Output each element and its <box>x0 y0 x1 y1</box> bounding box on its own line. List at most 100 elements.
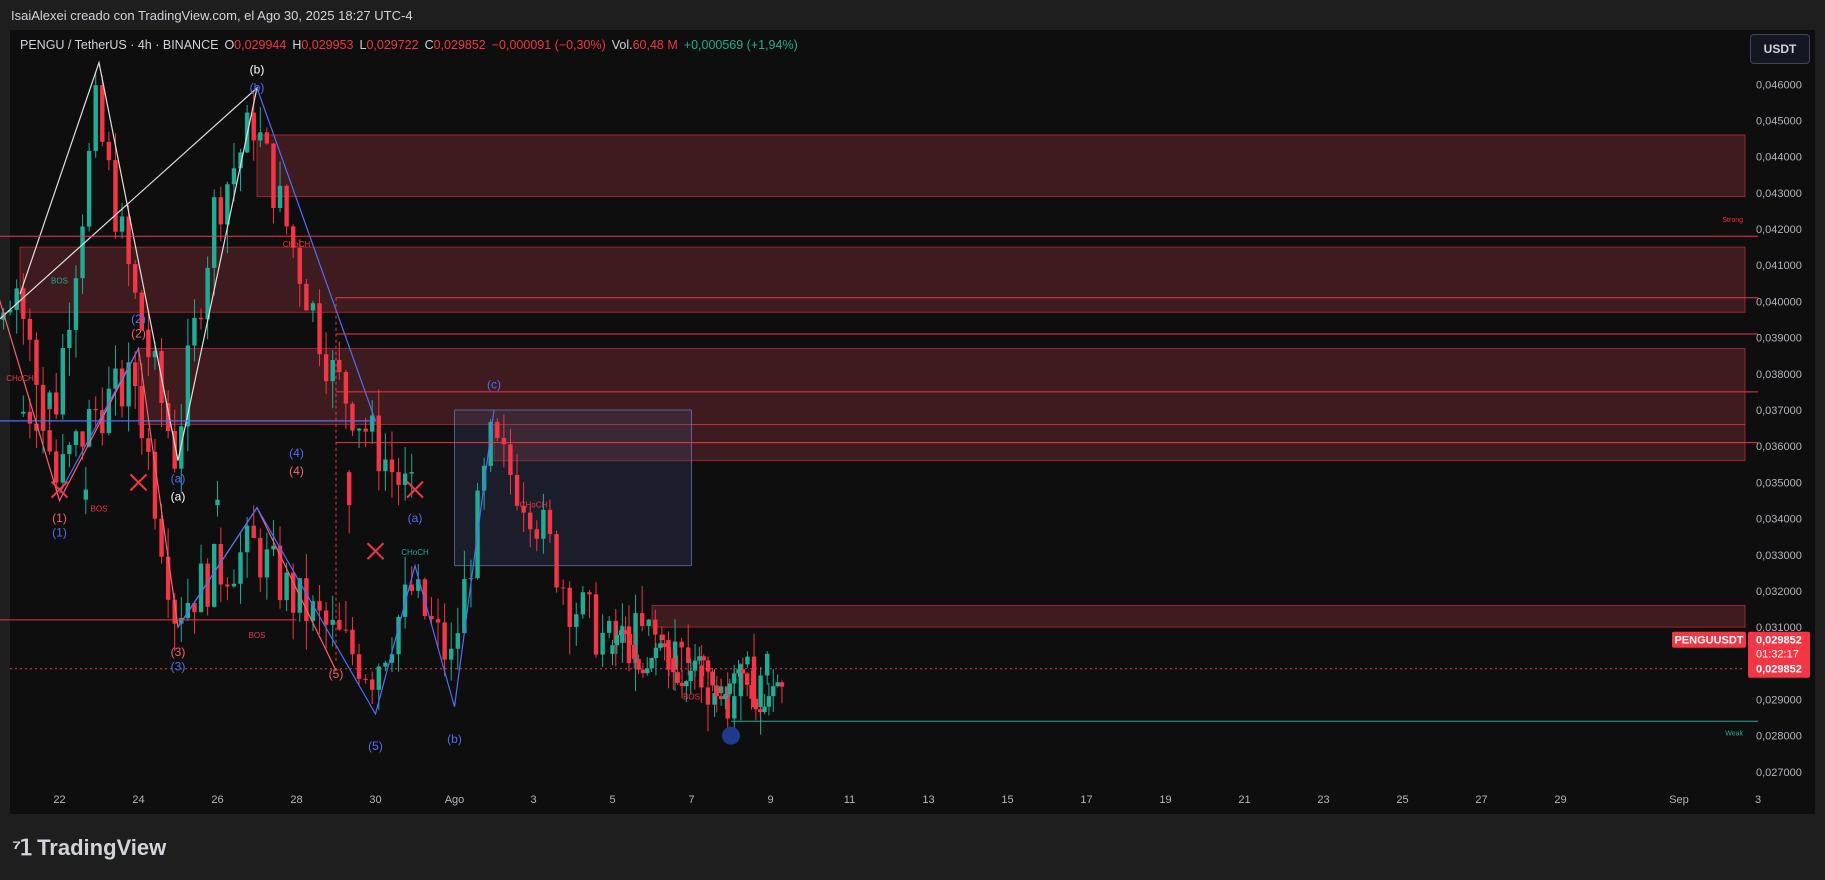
candle-body <box>495 421 500 438</box>
candle-body <box>205 563 210 607</box>
candle-body <box>93 85 98 151</box>
candle-body <box>271 545 276 550</box>
brand-name: TradingView <box>37 835 167 860</box>
candle-body <box>600 632 605 655</box>
candle-body <box>688 670 693 682</box>
candle-body <box>291 226 296 248</box>
x-tick-label: 11 <box>844 794 855 806</box>
candle-body <box>60 347 65 415</box>
chart-pane[interactable] <box>10 30 1815 814</box>
close-label: C <box>424 38 434 52</box>
choch-label: CHoCH <box>401 548 429 557</box>
y-tick-label: 0,046000 <box>1756 79 1802 91</box>
candle-body <box>429 616 434 620</box>
candle-body <box>771 686 776 697</box>
candle-body <box>528 512 533 530</box>
candle-body <box>54 392 59 415</box>
candle-body <box>697 656 702 661</box>
candle-body <box>383 459 388 472</box>
candle-body <box>727 683 733 694</box>
x-tick-label: 28 <box>290 794 302 806</box>
price-badge-price: 0,029852 <box>1756 635 1802 647</box>
candle-body <box>376 666 381 690</box>
candle-body <box>389 654 395 663</box>
candle-body <box>146 329 151 358</box>
candle-body <box>618 630 624 636</box>
candle-body <box>218 197 223 225</box>
candle-body <box>198 317 204 320</box>
x-tick-label: Ago <box>445 794 465 806</box>
candle-body <box>113 160 118 232</box>
candle-body <box>610 645 615 654</box>
candle-body <box>409 584 414 591</box>
candle-body <box>277 185 283 209</box>
candle-body <box>376 415 381 472</box>
candle-body <box>231 583 237 587</box>
price-chart[interactable]: (b)(b)(a)(a)(c)(c)(1)(1)(2)(2)(3)(3)(4)(… <box>0 0 1825 814</box>
x-tick-label: 26 <box>211 794 223 806</box>
candle-body <box>396 472 401 485</box>
candle-body <box>521 505 526 513</box>
candle-body <box>740 669 746 674</box>
price-badge-symbol: PENGUUSDT <box>1674 635 1743 647</box>
candle-body <box>139 386 144 439</box>
wave-blue-c <box>177 409 495 716</box>
candle-body <box>666 647 672 659</box>
candle-body <box>775 682 780 687</box>
candle-body <box>396 616 401 655</box>
candle-body <box>356 428 362 431</box>
candle-body <box>152 351 158 358</box>
y-tick-label: 0,034000 <box>1756 514 1802 526</box>
high-value: 0,029953 <box>301 38 354 52</box>
candle-body <box>284 572 289 601</box>
candle-body <box>133 264 138 293</box>
price-badge-symbol-bg <box>1672 631 1746 648</box>
y-tick-label: 0,031000 <box>1756 622 1802 634</box>
y-tick-label: 0,039000 <box>1756 333 1802 345</box>
candle-body <box>751 656 757 708</box>
candle-body <box>409 472 414 474</box>
candle-body <box>449 648 454 660</box>
y-tick-label: 0,029000 <box>1756 695 1802 707</box>
y-tick-label: 0,032000 <box>1756 586 1802 598</box>
candle-body <box>481 465 487 491</box>
candle-body <box>692 660 698 671</box>
currency-button[interactable]: USDT <box>1750 34 1810 64</box>
candle-body <box>21 411 26 414</box>
wave-red <box>0 299 337 671</box>
candle-body <box>653 647 659 658</box>
candle-body <box>514 474 520 506</box>
low-value: 0,029722 <box>366 38 419 52</box>
candle-body <box>330 359 335 382</box>
candle-body <box>317 303 322 355</box>
wave-label: (3) <box>171 645 186 659</box>
y-tick-label: 0,045000 <box>1756 115 1802 127</box>
candle-body <box>218 543 223 585</box>
candle-body <box>646 619 651 626</box>
y-tick-label: 0,035000 <box>1756 477 1802 489</box>
candle-body <box>67 329 72 348</box>
candle-body <box>185 345 191 427</box>
symbol-name[interactable]: PENGU / TetherUS · 4h · BINANCE <box>20 38 219 52</box>
x-marker <box>406 480 424 499</box>
wave-label: (b) <box>250 81 265 95</box>
candle-body <box>27 411 33 424</box>
wave-label: (a) <box>171 489 186 503</box>
candle-body <box>277 545 283 601</box>
low-label: L <box>359 38 367 52</box>
wave-label: (2) <box>131 327 146 341</box>
chart-credit: IsaiAlexei creado con TradingView.com, e… <box>11 8 413 23</box>
y-tick-label: 0,027000 <box>1756 767 1802 779</box>
choch-label: CHoCH <box>520 501 548 510</box>
bos-label: BOS <box>51 276 68 285</box>
candle-body <box>712 693 717 705</box>
open-label: O <box>224 38 235 52</box>
candle-body <box>34 423 39 431</box>
candle-body <box>80 226 85 279</box>
high-label: H <box>292 38 302 52</box>
candle-body <box>554 534 559 588</box>
candle-body <box>215 499 220 506</box>
candle-body <box>139 292 144 330</box>
y-tick-label: 0,044000 <box>1756 152 1802 164</box>
candle-body <box>732 696 737 719</box>
